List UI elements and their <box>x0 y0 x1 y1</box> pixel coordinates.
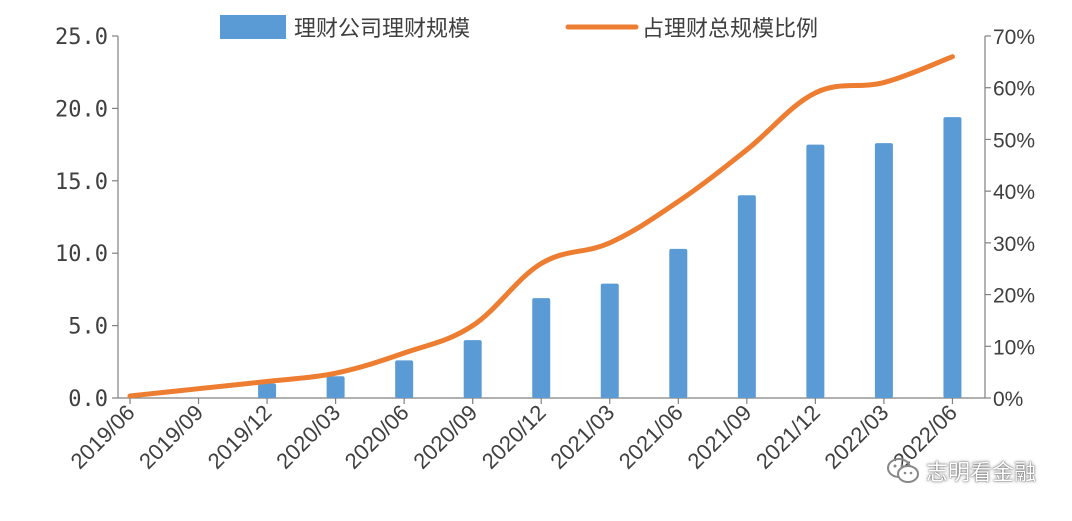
wechat-icon <box>886 458 919 483</box>
right-tick-label: 50% <box>993 129 1035 152</box>
left-tick-label: 5.0 <box>68 315 108 340</box>
x-tick-label: 2021/09 <box>682 400 756 474</box>
right-tick-label: 60% <box>993 78 1035 101</box>
bar <box>874 143 893 398</box>
x-axis-ticks: 2019/062019/092019/122020/032020/062020/… <box>66 398 962 474</box>
x-tick-label: 2019/12 <box>203 400 277 474</box>
x-tick-label: 2021/03 <box>545 400 619 474</box>
x-tick-label: 2021/12 <box>751 400 825 474</box>
x-tick-label: 2021/06 <box>614 400 688 474</box>
left-axis-ticks: 0.0 5.0 10.0 15.0 20.0 25.0 <box>55 25 118 412</box>
bar <box>395 360 414 398</box>
axes <box>117 36 986 399</box>
bar <box>669 248 688 398</box>
left-tick-label: 0.0 <box>68 387 108 412</box>
watermark-text: 志明看金融 <box>925 461 1036 486</box>
x-tick-label: 2020/09 <box>408 400 482 474</box>
bar <box>463 340 482 398</box>
right-tick-label: 10% <box>993 336 1035 359</box>
bar <box>326 376 345 398</box>
line-series <box>127 54 955 399</box>
legend-bar-swatch <box>220 15 286 39</box>
bar <box>737 195 756 398</box>
bar <box>258 383 277 398</box>
x-tick-label: 2022/03 <box>820 400 894 474</box>
left-tick-label: 10.0 <box>55 242 108 267</box>
legend-line-label: 占理财总规模比例 <box>642 17 818 42</box>
left-tick-label: 15.0 <box>55 170 108 195</box>
left-tick-label: 20.0 <box>55 97 108 122</box>
legend-bar-label: 理财公司理财规模 <box>294 17 470 42</box>
left-tick-label: 25.0 <box>55 25 108 50</box>
right-tick-label: 0% <box>993 388 1023 411</box>
x-tick-label: 2020/06 <box>340 400 414 474</box>
bar <box>600 283 619 398</box>
right-tick-label: 30% <box>993 233 1035 256</box>
x-tick-label: 2019/09 <box>134 400 208 474</box>
bar <box>806 144 825 398</box>
bar-series <box>258 117 962 398</box>
right-tick-label: 70% <box>993 26 1035 49</box>
x-tick-label: 2020/12 <box>477 400 551 474</box>
bar <box>532 298 551 398</box>
right-axis-ticks: 0% 10% 20% 30% 40% 50% 60% 70% <box>985 26 1035 411</box>
right-tick-label: 20% <box>993 285 1035 308</box>
bar <box>943 117 962 398</box>
right-tick-label: 40% <box>993 181 1035 204</box>
legend: 理财公司理财规模 占理财总规模比例 <box>220 15 818 42</box>
x-tick-label: 2020/03 <box>271 400 345 474</box>
watermark: 志明看金融 <box>886 455 1036 487</box>
